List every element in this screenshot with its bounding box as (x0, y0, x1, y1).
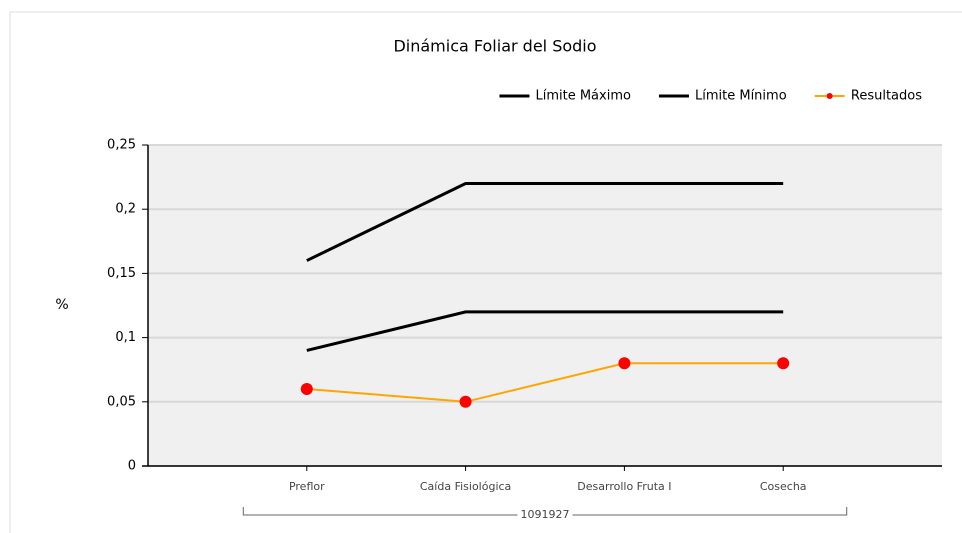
point-marker (459, 395, 472, 408)
point-marker (300, 382, 313, 395)
y-tick-label: 0,15 (107, 266, 136, 281)
legend-label: Límite Máximo (535, 89, 631, 104)
y-tick-label: 0,25 (107, 138, 136, 153)
plot-area (148, 145, 942, 466)
x-tick-label: Caída Fisiológica (420, 480, 511, 493)
point-marker (618, 357, 631, 370)
group-label-bg (517, 508, 573, 521)
series-line (306, 362, 784, 403)
x-tick-label: Preflor (289, 480, 325, 493)
legend-label: Resultados (851, 89, 922, 104)
legend-label: Límite Mínimo (695, 89, 787, 104)
legend-marker (826, 93, 833, 99)
point-marker (777, 357, 790, 370)
x-tick-label: Desarrollo Fruta I (577, 480, 671, 493)
y-tick-label: 0 (128, 459, 136, 474)
x-tick-label: Cosecha (760, 480, 807, 493)
series-line (306, 182, 784, 262)
chart-title: Dinámica Foliar del Sodio (393, 37, 596, 56)
y-tick-label: 0,05 (107, 394, 136, 409)
y-tick-label: 0,2 (115, 202, 136, 217)
y-tick-label: 0,1 (115, 330, 136, 345)
group-label: 1091927 (521, 508, 570, 521)
series-line (306, 310, 784, 352)
y-axis-label: % (55, 297, 68, 313)
